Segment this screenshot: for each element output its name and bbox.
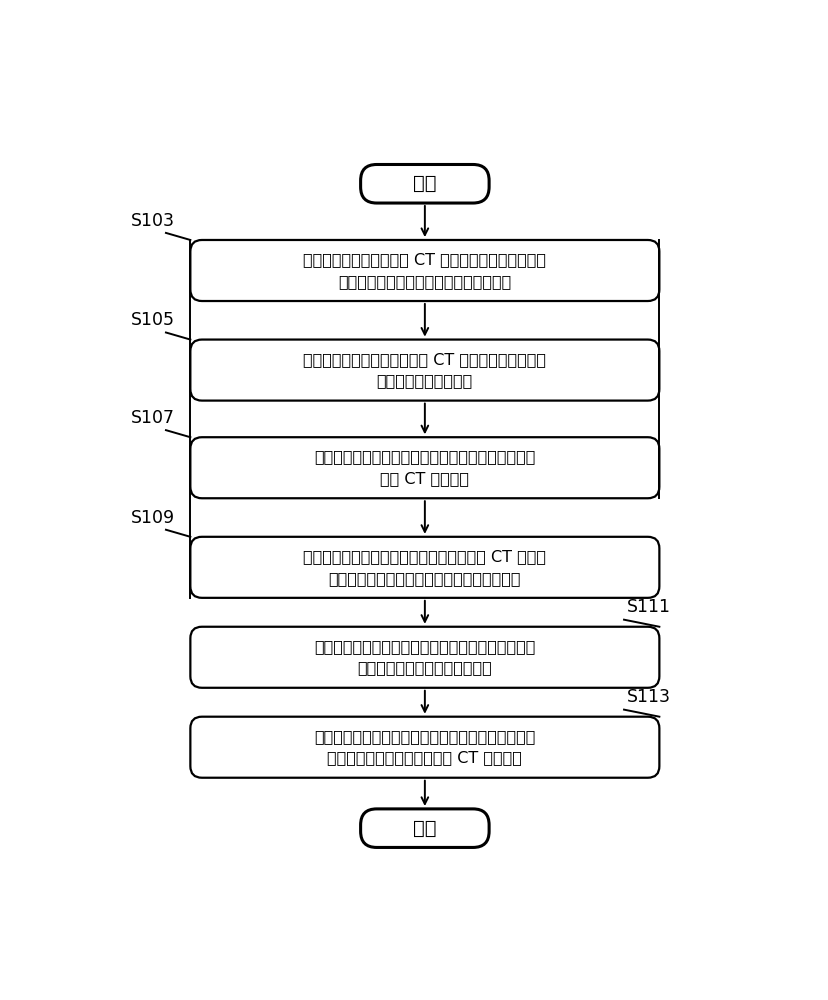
Text: S109: S109 xyxy=(131,509,175,527)
FancyBboxPatch shape xyxy=(190,340,658,401)
Text: S103: S103 xyxy=(131,212,175,230)
Text: 第二估计步骤沿着上述一条或多条匹配线进行插值运
算，以重新估计待估计区域的 CT 投影数据: 第二估计步骤沿着上述一条或多条匹配线进行插值运 算，以重新估计待估计区域的 CT… xyxy=(314,729,535,766)
FancyBboxPatch shape xyxy=(190,717,658,778)
Text: S105: S105 xyxy=(131,311,175,329)
Text: 纹理方向信息获取步骤：根据可信区域中的 CT 投影数
据获取分布在可信区域中的多个纹理方向信息: 纹理方向信息获取步骤：根据可信区域中的 CT 投影数 据获取分布在可信区域中的多… xyxy=(303,549,546,586)
FancyBboxPatch shape xyxy=(190,537,658,598)
FancyBboxPatch shape xyxy=(190,240,658,301)
Text: 数据拟合步骤：对可信区域的 CT 投影数据进行数据拟
合以获取空间曲面方程: 数据拟合步骤：对可信区域的 CT 投影数据进行数据拟 合以获取空间曲面方程 xyxy=(303,352,546,388)
FancyBboxPatch shape xyxy=(360,809,489,847)
Text: S111: S111 xyxy=(627,598,671,616)
Text: S107: S107 xyxy=(131,409,175,427)
Text: 区域确定步骤：在原始的 CT 投影数据中确定待估计区
域以及与该待估计区域相邻接的可信区域: 区域确定步骤：在原始的 CT 投影数据中确定待估计区 域以及与该待估计区域相邻接… xyxy=(303,252,546,289)
Text: 第一估计步骤：根据空间曲面方程重新估计待估计区
域的 CT 投影数据: 第一估计步骤：根据空间曲面方程重新估计待估计区 域的 CT 投影数据 xyxy=(314,449,535,486)
FancyBboxPatch shape xyxy=(190,627,658,688)
Text: S113: S113 xyxy=(627,688,671,706)
Text: 开始: 开始 xyxy=(412,174,436,193)
FancyBboxPatch shape xyxy=(360,164,489,203)
Text: 结束: 结束 xyxy=(412,819,436,838)
FancyBboxPatch shape xyxy=(190,437,658,498)
Text: 匹配线确定步骤：根据各纹理方向信息在待估计区域
中确定一条或多条匹配线影数据: 匹配线确定步骤：根据各纹理方向信息在待估计区域 中确定一条或多条匹配线影数据 xyxy=(314,639,535,676)
